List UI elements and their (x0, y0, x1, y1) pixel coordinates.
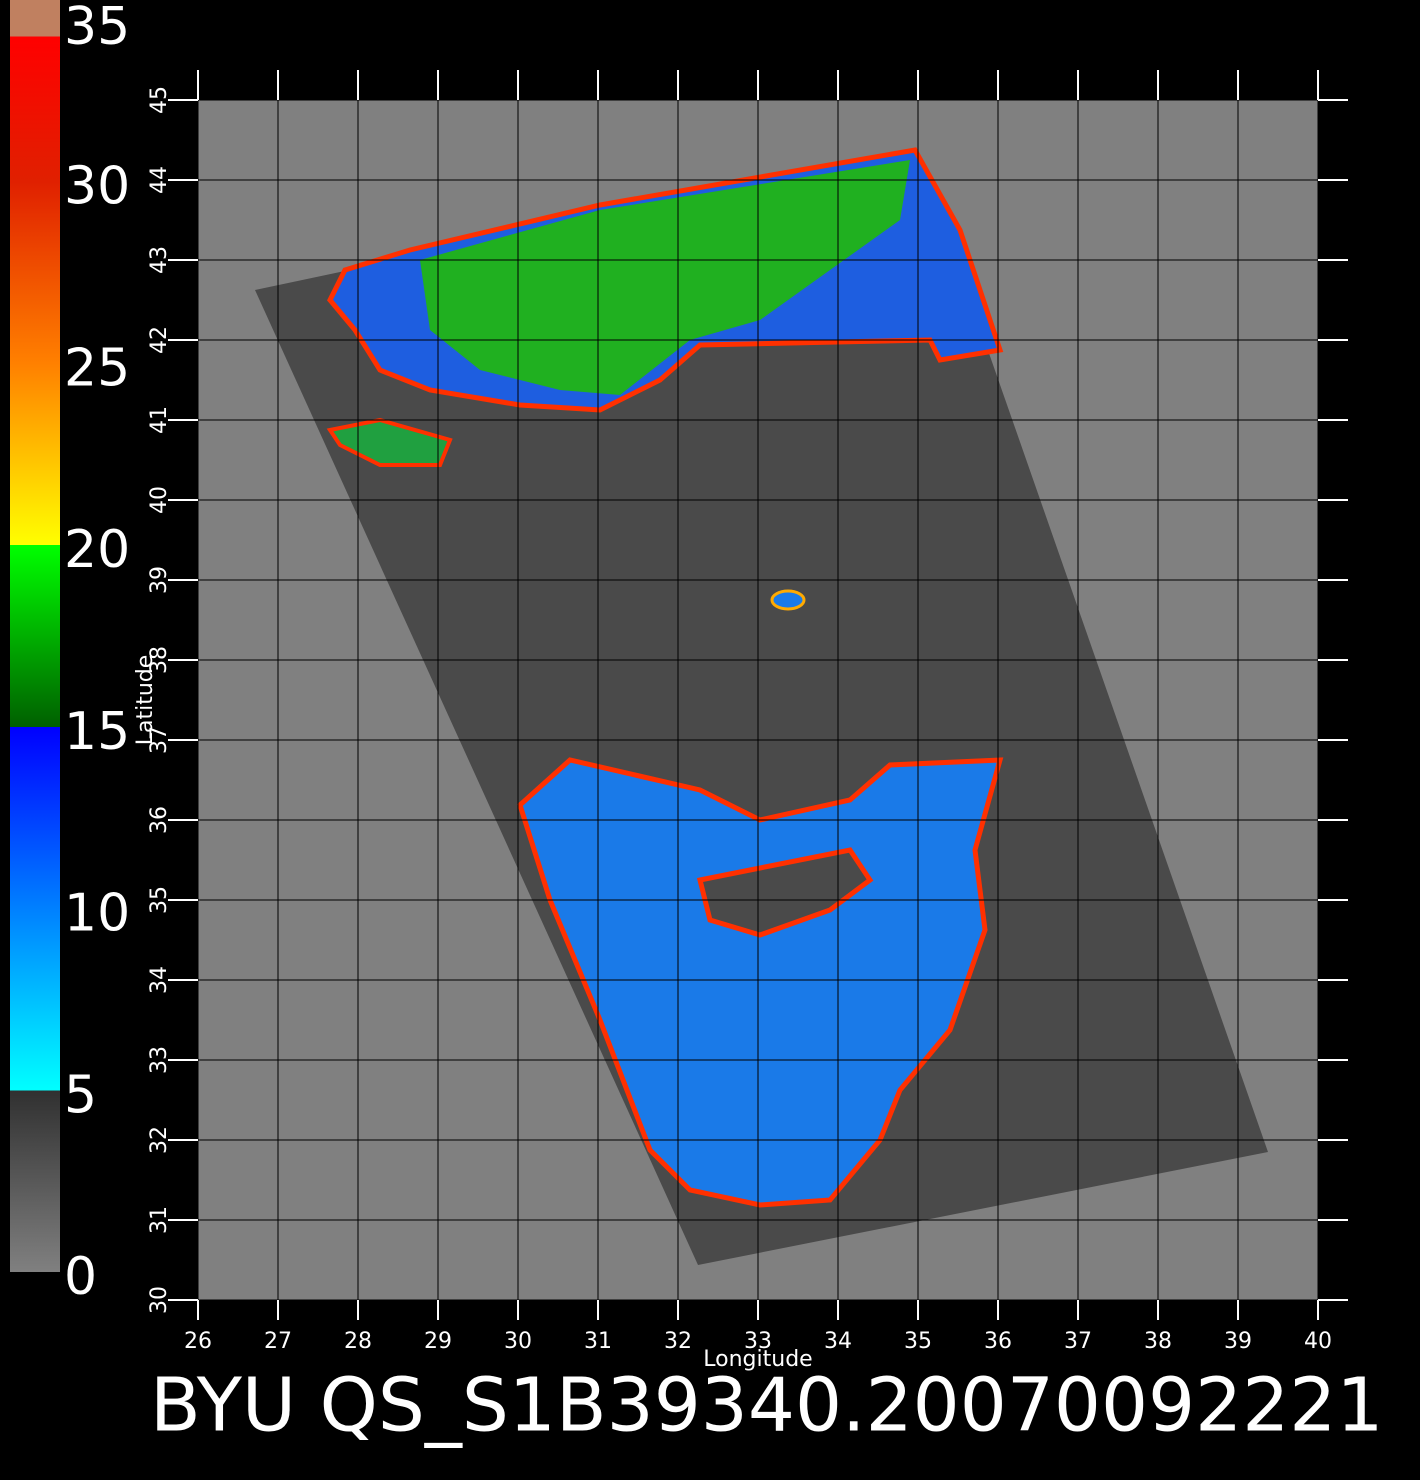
y-axis-label: Latitude (133, 655, 158, 746)
y-tick-label: 36 (147, 806, 172, 834)
x-tick-label: 34 (824, 1329, 852, 1354)
x-tick-label: 37 (1064, 1329, 1092, 1354)
x-tick-label: 30 (504, 1329, 532, 1354)
colorbar-tick-label: 10 (64, 884, 130, 944)
y-tick-label: 34 (147, 966, 172, 994)
colorbar-tick-label: 30 (64, 157, 130, 217)
colorbar-tick-label: 35 (64, 0, 130, 57)
title: BYU QS_S1B39340.20070092221 (150, 1363, 1383, 1449)
x-tick-label: 39 (1224, 1329, 1252, 1354)
x-tick-label: 33 (744, 1329, 772, 1354)
y-tick-label: 41 (147, 406, 172, 434)
x-axis-label: Longitude (703, 1347, 812, 1372)
swath (255, 150, 1268, 1265)
colorbar-tick-label: 25 (64, 338, 130, 398)
y-tick-label: 40 (147, 486, 172, 514)
y-tick-label: 33 (147, 1046, 172, 1074)
colorbar-tick-label: 20 (64, 520, 130, 580)
y-tick-label: 44 (147, 166, 172, 194)
x-tick-label: 38 (1144, 1329, 1172, 1354)
colorbar-tick-label: 0 (64, 1247, 97, 1307)
y-tick-label: 30 (147, 1286, 172, 1314)
x-tick-label: 36 (984, 1329, 1012, 1354)
y-tick-label: 31 (147, 1206, 172, 1234)
lake (770, 589, 806, 611)
x-tick-label: 40 (1304, 1329, 1332, 1354)
x-tick-label: 27 (264, 1329, 292, 1354)
high-wind-area (420, 160, 910, 395)
colorbar (10, 0, 60, 1272)
colorbar-tick-label: 15 (64, 702, 130, 762)
y-tick-label: 42 (147, 326, 172, 354)
y-tick-label: 32 (147, 1126, 172, 1154)
y-tick-label: 45 (147, 86, 172, 114)
colorbar-tick-label: 5 (64, 1065, 97, 1125)
y-tick-label: 38 (147, 646, 172, 674)
x-tick-label: 29 (424, 1329, 452, 1354)
y-tick-label: 39 (147, 566, 172, 594)
x-tick-label: 28 (344, 1329, 372, 1354)
y-tick-label: 43 (147, 246, 172, 274)
x-tick-label: 32 (664, 1329, 692, 1354)
x-tick-label: 35 (904, 1329, 932, 1354)
y-tick-label: 35 (147, 886, 172, 914)
x-tick-label: 31 (584, 1329, 612, 1354)
y-tick-label: 37 (147, 726, 172, 754)
x-tick-label: 26 (184, 1329, 212, 1354)
